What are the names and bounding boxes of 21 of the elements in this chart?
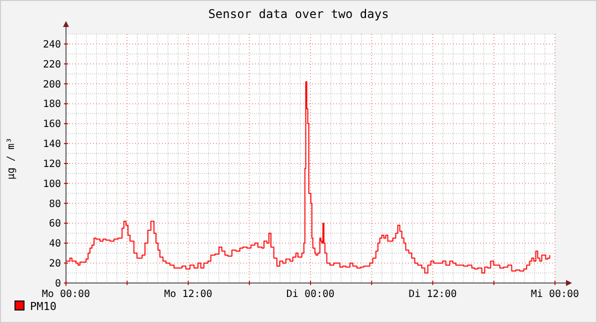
x-tick-label: Mo 12:00	[164, 289, 212, 300]
y-tick-label: 200	[42, 79, 61, 90]
y-tick-label: 140	[42, 139, 61, 150]
y-tick-label: 120	[42, 158, 61, 170]
y-tick-label: 160	[42, 119, 61, 130]
y-tick-label: 20	[48, 258, 61, 270]
y-tick-label: 60	[48, 218, 61, 230]
y-tick-label: 220	[42, 59, 61, 70]
x-tick-label: Mo 00:00	[42, 289, 90, 300]
y-tick-label: 100	[42, 178, 61, 190]
y-tick-label: 0	[54, 278, 61, 290]
legend-label: PM10	[30, 300, 56, 313]
x-tick-label: Mi 00:00	[530, 289, 580, 300]
y-tick-label: 180	[42, 99, 61, 110]
x-tick-label: Di 12:00	[408, 289, 457, 300]
y-tick-label: 80	[48, 198, 61, 210]
x-tick-label: Di 00:00	[286, 289, 335, 300]
chart-title: Sensor data over two days	[208, 7, 389, 21]
y-axis-title: µg / m³	[6, 137, 17, 180]
y-tick-label: 240	[42, 39, 61, 50]
y-tick-label: 40	[48, 238, 61, 250]
